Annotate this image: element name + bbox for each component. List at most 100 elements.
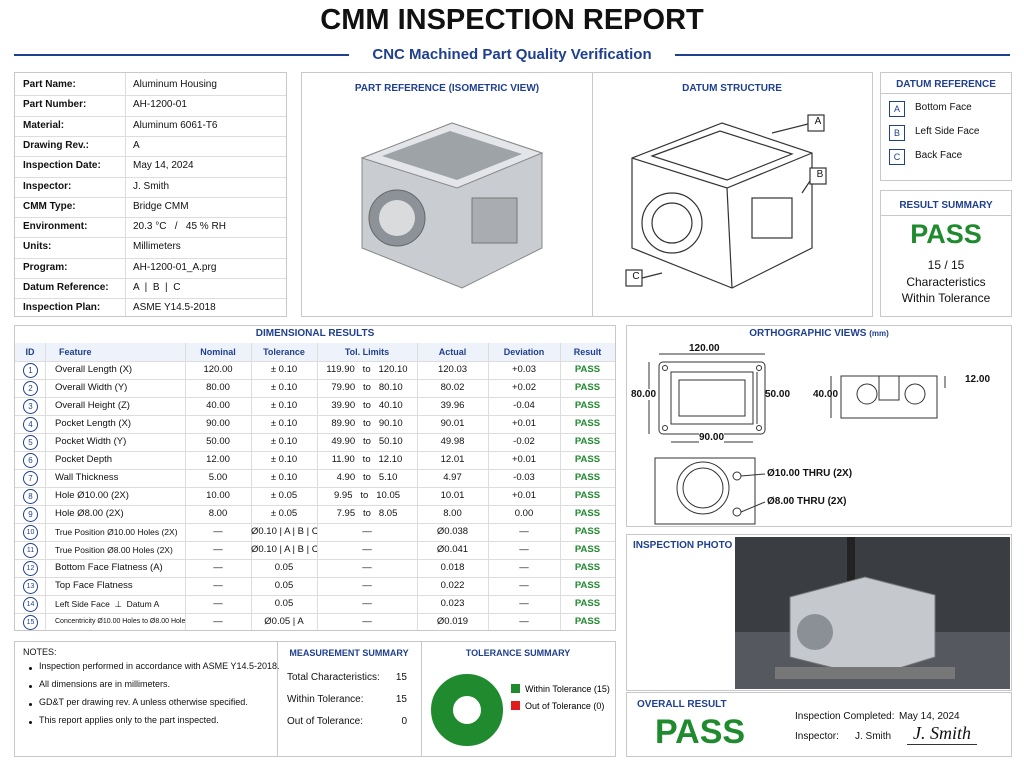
row-line bbox=[15, 415, 615, 416]
cell: True Position Ø10.00 Holes (2X) bbox=[55, 527, 178, 537]
info-label: Drawing Rev.: bbox=[23, 139, 89, 151]
cell: 8.00 bbox=[208, 508, 228, 519]
divider bbox=[881, 215, 1011, 216]
col-line bbox=[45, 343, 46, 630]
cell: 0.022 bbox=[440, 580, 465, 591]
cell: PASS bbox=[574, 580, 601, 591]
bullet bbox=[29, 685, 32, 688]
cell: 0.05 bbox=[274, 580, 294, 591]
dimension: 12.00 bbox=[965, 374, 991, 385]
line: Within Tolerance bbox=[901, 291, 991, 305]
reference-box: PART REFERENCE (ISOMETRIC VIEW) DATUM ST… bbox=[301, 72, 873, 317]
divider bbox=[881, 93, 1011, 94]
overall-box: OVERALL RESULT PASS Inspection Completed… bbox=[626, 692, 1012, 757]
cell: 12.01 bbox=[440, 454, 465, 465]
info-value: Millimeters bbox=[133, 241, 181, 253]
cell: Concentricity Ø10.00 Holes to Ø8.00 Hole… bbox=[55, 618, 185, 625]
info-value: A | B | C bbox=[133, 282, 181, 293]
orthographic-box: ORTHOGRAPHIC VIEWS (mm) 120.00 80.00 50.… bbox=[626, 325, 1012, 527]
cell: — bbox=[213, 616, 223, 627]
info-value: 20.3 °C / 45 % RH bbox=[133, 221, 226, 233]
cell: — bbox=[362, 616, 372, 627]
summary-label: Out of Tolerance: bbox=[287, 716, 363, 727]
cell: 79.90 to 80.10 bbox=[331, 382, 403, 393]
info-label: Inspection Date: bbox=[23, 160, 101, 172]
callout: Ø10.00 THRU (2X) bbox=[767, 468, 853, 479]
row-id: 4 bbox=[23, 417, 38, 432]
summary-label: Within Tolerance: bbox=[287, 694, 364, 705]
column-header: Result bbox=[573, 347, 602, 357]
cell: 80.00 bbox=[206, 382, 230, 393]
info-value: AH-1200-01 bbox=[133, 99, 187, 111]
cell: True Position Ø8.00 Holes (2X) bbox=[55, 545, 173, 555]
summary-value: 15 bbox=[395, 694, 407, 705]
cell: 120.03 bbox=[437, 364, 468, 375]
cell: Left Side Face ⊥ Datum A bbox=[55, 599, 160, 609]
cell: 0.023 bbox=[440, 598, 465, 609]
cell: +0.01 bbox=[511, 490, 537, 501]
cell: PASS bbox=[574, 418, 601, 429]
cell: 11.90 to 12.10 bbox=[331, 454, 403, 465]
row-line bbox=[15, 505, 615, 506]
row-line bbox=[15, 397, 615, 398]
cell: 120.00 bbox=[203, 364, 233, 375]
info-value: AH-1200-01_A.prg bbox=[133, 261, 217, 273]
divider bbox=[592, 73, 593, 316]
title: ORTHOGRAPHIC VIEWS bbox=[749, 328, 867, 339]
datum-label: B bbox=[816, 169, 824, 180]
cell: Bottom Face Flatness (A) bbox=[55, 562, 163, 573]
info-box: Part Name: Aluminum Housing Part Number: AH… bbox=[14, 72, 287, 317]
cell: -0.03 bbox=[513, 472, 535, 483]
header-row bbox=[15, 343, 615, 361]
cell: PASS bbox=[574, 472, 601, 483]
row-line bbox=[15, 613, 615, 614]
notes-title: NOTES: bbox=[23, 647, 57, 657]
cell: 49.98 bbox=[440, 436, 465, 447]
cell: 10.00 bbox=[206, 490, 230, 501]
cell: -0.02 bbox=[513, 436, 535, 447]
cell: 0.018 bbox=[440, 562, 465, 573]
dimensional-box: DIMENSIONAL RESULTS ID Feature Nominal Tole… bbox=[14, 325, 616, 631]
cell: 89.90 to 90.10 bbox=[331, 418, 403, 429]
row-id: 9 bbox=[23, 507, 38, 522]
cell: ± 0.10 bbox=[270, 472, 298, 483]
cell: 0.00 bbox=[514, 508, 534, 519]
legend-label: Out of Tolerance (0) bbox=[525, 701, 604, 711]
info-value: ASME Y14.5-2018 bbox=[133, 302, 216, 314]
cell: Ø0.019 bbox=[436, 616, 469, 627]
cell: PASS bbox=[574, 526, 601, 537]
row-id: 7 bbox=[23, 471, 38, 486]
row-line bbox=[15, 469, 615, 470]
cell: — bbox=[519, 544, 529, 555]
info-value: May 14, 2024 bbox=[133, 160, 194, 172]
cell: PASS bbox=[574, 400, 601, 411]
datum-diagram bbox=[625, 114, 827, 289]
subtitle: CNC Machined Part Quality Verification bbox=[372, 46, 652, 63]
cell: ± 0.10 bbox=[270, 400, 298, 411]
cell: 90.00 bbox=[206, 418, 230, 429]
rule bbox=[675, 54, 1010, 56]
cell: -0.04 bbox=[513, 400, 535, 411]
cell: 50.00 bbox=[206, 436, 230, 447]
cell: Pocket Length (X) bbox=[55, 418, 132, 429]
cell: +0.02 bbox=[511, 382, 537, 393]
row-line bbox=[15, 487, 615, 488]
row-id: 2 bbox=[23, 381, 38, 396]
section-title: PART REFERENCE (ISOMETRIC VIEW) bbox=[354, 83, 540, 94]
cell: Ø0.038 bbox=[436, 526, 469, 537]
cell: — bbox=[519, 616, 529, 627]
cell: — bbox=[362, 544, 372, 555]
cell: PASS bbox=[574, 364, 601, 375]
row-line bbox=[15, 115, 286, 117]
col-line bbox=[488, 343, 489, 630]
bullet bbox=[29, 721, 32, 724]
note: GD&T per drawing rev. A unless otherwise… bbox=[39, 697, 248, 707]
note: This report applies only to the part ins… bbox=[39, 715, 219, 725]
cell: Overall Height (Z) bbox=[55, 400, 130, 411]
date: May 14, 2024 bbox=[899, 711, 960, 722]
col-line bbox=[185, 343, 186, 630]
dimension: 80.00 bbox=[631, 389, 657, 400]
cell: PASS bbox=[574, 382, 601, 393]
cell: PASS bbox=[574, 436, 601, 447]
cell: 7.95 to 8.05 bbox=[336, 508, 398, 519]
